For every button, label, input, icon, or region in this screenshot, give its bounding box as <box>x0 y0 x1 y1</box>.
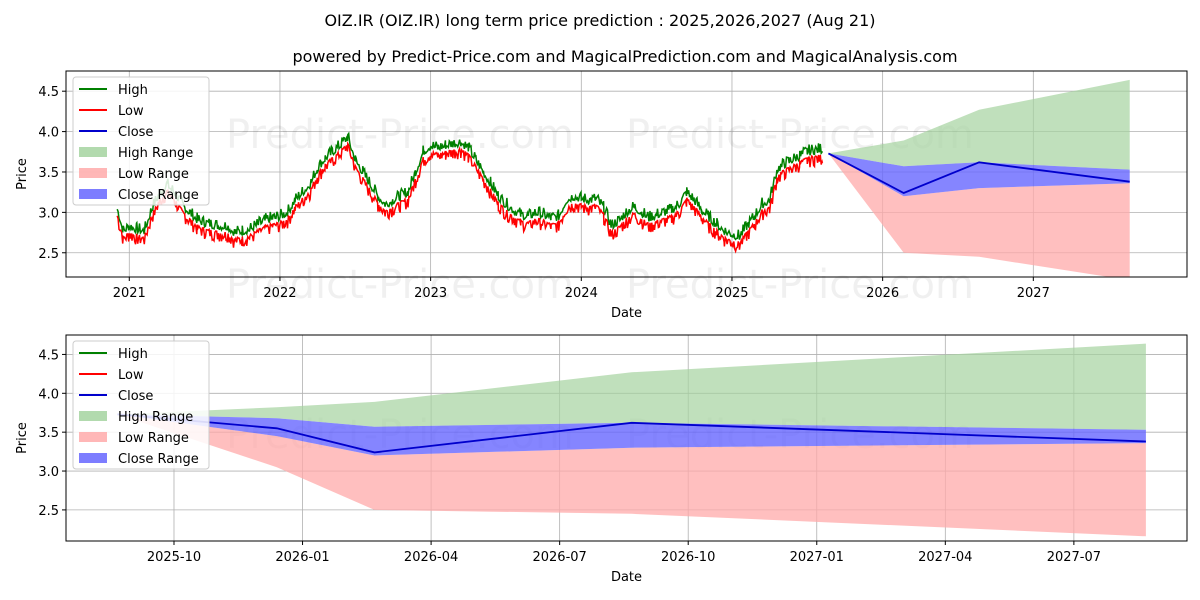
panel1-y-tick-label-3: 4.0 <box>38 387 59 402</box>
panel1-legend: High Low Close High Range Low Range Close Ran… <box>72 340 210 470</box>
panel0-legend-swatch-4 <box>79 168 107 178</box>
panel1-high-range-band <box>117 343 1146 430</box>
chart-title: OIZ.IR (OIZ.IR) long term price predicti… <box>324 11 875 30</box>
bottom-panel: Predict-Price.comPredict-Price.com2025-1… <box>15 334 1188 585</box>
panel0-legend-label-4: Low Range <box>118 167 189 182</box>
chart-subtitle: powered by Predict-Price.com and Magical… <box>292 47 957 66</box>
panel1-axes-frame <box>65 334 1188 542</box>
panel1-close-forecast-line <box>117 413 1146 454</box>
panel0-close-forecast-line <box>827 152 1130 194</box>
panel1-x-tick-label-6: 2027-04 <box>918 550 972 565</box>
panel1-legend-swatch-4 <box>79 432 107 442</box>
panel0-x-tick-label-4: 2025 <box>715 286 748 301</box>
panel1-x-tick-label-4: 2026-10 <box>661 550 715 565</box>
panel1-x-tick-label-1: 2026-01 <box>275 550 329 565</box>
panel1-legend-label-3: High Range <box>118 410 193 425</box>
panel1-x-tick-label-5: 2027-01 <box>790 550 844 565</box>
panel0-x-tick-label-0: 2021 <box>113 286 146 301</box>
panel0-high-range-band <box>828 79 1130 170</box>
panel1-legend-swatch-3 <box>79 411 107 421</box>
panel0-axes-frame <box>65 70 1188 278</box>
panel0-legend: High Low Close High Range Low Range Close Ran… <box>72 76 210 206</box>
panel0-y-tick-label-4: 4.5 <box>38 85 59 100</box>
panel0-legend-label-1: Low <box>118 104 144 119</box>
panel1-y-tick-label-2: 3.5 <box>38 426 59 441</box>
panel1-x-tick-label-0: 2025-10 <box>147 550 201 565</box>
panel0-x-axis-label: Date <box>611 306 642 321</box>
panel1-legend-label-4: Low Range <box>118 431 189 446</box>
panel1-y-axis-label: Price <box>15 422 30 454</box>
panel1-x-axis-label: Date <box>611 570 642 585</box>
panel0-plot-area <box>116 79 1130 277</box>
panel1-y-tick-label-4: 4.5 <box>38 348 59 363</box>
panel1-x-tick-label-2: 2026-04 <box>404 550 458 565</box>
panel0-x-tick-label-2: 2023 <box>414 286 447 301</box>
panel1-x-tick-label-7: 2027-07 <box>1047 550 1101 565</box>
panel0-legend-label-5: Close Range <box>118 188 199 203</box>
panel0-y-tick-label-0: 2.5 <box>38 247 59 262</box>
panel1-legend-label-5: Close Range <box>118 452 199 467</box>
panel1-plot-area <box>117 343 1146 537</box>
panel0-legend-label-0: High <box>118 83 148 98</box>
panel0-legend-swatch-3 <box>79 147 107 157</box>
panel1-legend-label-2: Close <box>118 389 153 404</box>
panel0-high-series-line <box>116 131 823 241</box>
panel0-low-series-line <box>116 141 824 254</box>
panel0-legend-label-3: High Range <box>118 146 193 161</box>
panel0-x-tick-label-6: 2027 <box>1017 286 1050 301</box>
panel1-low-range-band <box>117 414 1146 537</box>
panel0-watermark-3: Predict-Price.com <box>626 262 974 308</box>
panel0-close-range-band <box>828 153 1130 197</box>
panel1-y-tick-label-1: 3.0 <box>38 465 59 480</box>
panel0-y-tick-label-1: 3.0 <box>38 206 59 221</box>
panel1-close-range-band <box>117 414 1146 456</box>
panel0-y-tick-label-3: 4.0 <box>38 126 59 141</box>
panel0-watermark-2: Predict-Price.com <box>226 262 574 308</box>
panel1-x-tick-label-3: 2026-07 <box>532 550 586 565</box>
panel0-legend-swatch-5 <box>79 189 107 199</box>
panel1-legend-swatch-5 <box>79 453 107 463</box>
panel1-legend-label-0: High <box>118 347 148 362</box>
top-panel: Predict-Price.com Predict-Price.com Predic… <box>15 70 1188 321</box>
panel0-legend-label-2: Close <box>118 125 153 140</box>
panel0-y-axis-label: Price <box>15 158 30 190</box>
panel0-x-tick-label-5: 2026 <box>866 286 899 301</box>
panel1-y-tick-label-0: 2.5 <box>38 504 59 519</box>
panel0-y-tick-label-2: 3.5 <box>38 166 59 181</box>
panel0-low-range-band <box>828 153 1130 277</box>
panel0-x-tick-label-1: 2022 <box>263 286 296 301</box>
panel0-watermark-0: Predict-Price.com <box>226 112 574 158</box>
panel1-legend-label-1: Low <box>118 368 144 383</box>
panel0-x-tick-label-3: 2024 <box>565 286 598 301</box>
